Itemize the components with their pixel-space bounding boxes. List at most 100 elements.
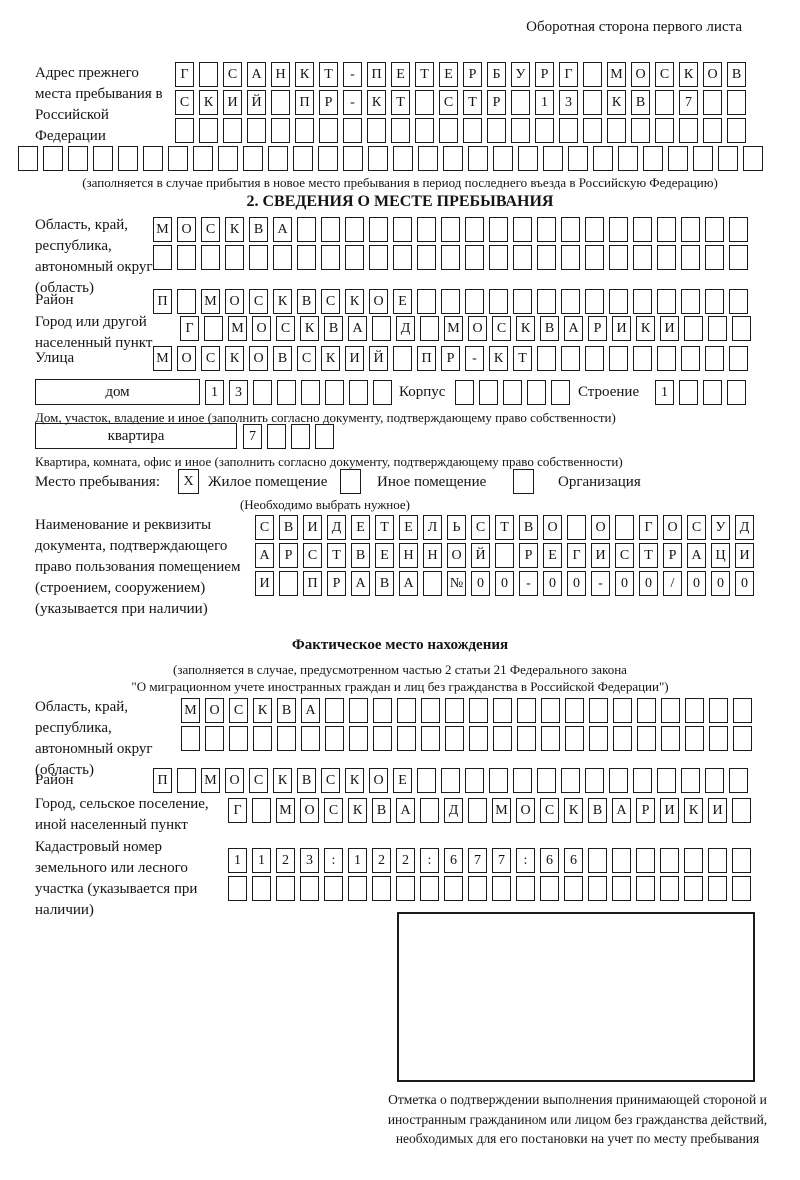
char-cell[interactable]: 0 bbox=[735, 571, 754, 596]
char-cell[interactable]: Д bbox=[396, 316, 415, 341]
char-cell[interactable] bbox=[633, 768, 652, 793]
char-cell[interactable]: Е bbox=[399, 515, 418, 540]
char-cell[interactable] bbox=[397, 698, 416, 723]
char-cell[interactable] bbox=[609, 217, 628, 242]
char-cell[interactable] bbox=[418, 146, 438, 171]
char-cell[interactable]: 3 bbox=[229, 380, 248, 405]
char-cell[interactable]: Т bbox=[391, 90, 410, 115]
char-cell[interactable]: - bbox=[343, 62, 362, 87]
char-cell[interactable] bbox=[228, 876, 247, 901]
char-cell[interactable]: - bbox=[465, 346, 484, 371]
char-cell[interactable] bbox=[489, 245, 508, 270]
char-cell[interactable]: М bbox=[276, 798, 295, 823]
char-cell[interactable]: М bbox=[607, 62, 626, 87]
char-cell[interactable] bbox=[661, 698, 680, 723]
char-cell[interactable] bbox=[181, 726, 200, 751]
char-cell[interactable] bbox=[205, 726, 224, 751]
char-cell[interactable]: Г bbox=[639, 515, 658, 540]
char-cell[interactable] bbox=[253, 726, 272, 751]
char-cell[interactable] bbox=[655, 118, 674, 143]
char-cell[interactable]: О bbox=[225, 768, 244, 793]
char-cell[interactable] bbox=[685, 698, 704, 723]
char-cell[interactable]: А bbox=[564, 316, 583, 341]
char-cell[interactable]: 0 bbox=[687, 571, 706, 596]
char-cell[interactable]: К bbox=[345, 768, 364, 793]
char-cell[interactable]: Р bbox=[663, 543, 682, 568]
char-cell[interactable]: О bbox=[369, 768, 388, 793]
char-cell[interactable] bbox=[218, 146, 238, 171]
char-cell[interactable] bbox=[537, 289, 556, 314]
char-cell[interactable] bbox=[493, 726, 512, 751]
char-cell[interactable] bbox=[537, 245, 556, 270]
char-cell[interactable]: А bbox=[687, 543, 706, 568]
char-cell[interactable]: П bbox=[295, 90, 314, 115]
char-cell[interactable]: О bbox=[591, 515, 610, 540]
char-cell[interactable] bbox=[223, 118, 242, 143]
char-cell[interactable]: 6 bbox=[444, 848, 463, 873]
char-cell[interactable] bbox=[636, 876, 655, 901]
char-cell[interactable] bbox=[551, 380, 570, 405]
char-cell[interactable] bbox=[684, 316, 703, 341]
char-cell[interactable]: Д bbox=[735, 515, 754, 540]
char-cell[interactable]: Д bbox=[327, 515, 346, 540]
char-cell[interactable] bbox=[343, 118, 362, 143]
char-cell[interactable]: К bbox=[253, 698, 272, 723]
char-cell[interactable] bbox=[445, 726, 464, 751]
char-cell[interactable] bbox=[513, 217, 532, 242]
char-cell[interactable] bbox=[657, 217, 676, 242]
char-cell[interactable] bbox=[293, 146, 313, 171]
char-cell[interactable] bbox=[684, 848, 703, 873]
char-cell[interactable]: 6 bbox=[540, 848, 559, 873]
char-cell[interactable] bbox=[561, 289, 580, 314]
char-cell[interactable] bbox=[343, 146, 363, 171]
char-cell[interactable] bbox=[421, 698, 440, 723]
char-cell[interactable] bbox=[349, 726, 368, 751]
char-cell[interactable]: О bbox=[447, 543, 466, 568]
char-cell[interactable]: М bbox=[444, 316, 463, 341]
char-cell[interactable]: Н bbox=[423, 543, 442, 568]
char-cell[interactable]: О bbox=[205, 698, 224, 723]
char-cell[interactable] bbox=[561, 217, 580, 242]
char-cell[interactable] bbox=[468, 876, 487, 901]
char-cell[interactable] bbox=[660, 876, 679, 901]
char-cell[interactable] bbox=[613, 726, 632, 751]
char-cell[interactable]: Г bbox=[567, 543, 586, 568]
char-cell[interactable] bbox=[681, 289, 700, 314]
char-cell[interactable]: Р bbox=[441, 346, 460, 371]
char-cell[interactable]: 3 bbox=[300, 848, 319, 873]
char-cell[interactable] bbox=[585, 245, 604, 270]
char-cell[interactable] bbox=[537, 217, 556, 242]
char-cell[interactable] bbox=[369, 245, 388, 270]
char-cell[interactable] bbox=[565, 698, 584, 723]
char-cell[interactable]: Р bbox=[636, 798, 655, 823]
char-cell[interactable] bbox=[589, 698, 608, 723]
char-cell[interactable]: А bbox=[351, 571, 370, 596]
char-cell[interactable]: О bbox=[177, 217, 196, 242]
char-cell[interactable] bbox=[18, 146, 38, 171]
char-cell[interactable]: А bbox=[399, 571, 418, 596]
char-cell[interactable]: М bbox=[492, 798, 511, 823]
char-cell[interactable] bbox=[615, 515, 634, 540]
char-cell[interactable]: Н bbox=[399, 543, 418, 568]
char-cell[interactable] bbox=[204, 316, 223, 341]
char-cell[interactable] bbox=[143, 146, 163, 171]
char-cell[interactable]: - bbox=[591, 571, 610, 596]
char-cell[interactable] bbox=[681, 245, 700, 270]
char-cell[interactable]: 0 bbox=[471, 571, 490, 596]
char-cell[interactable] bbox=[301, 726, 320, 751]
char-cell[interactable]: М bbox=[228, 316, 247, 341]
char-cell[interactable] bbox=[373, 726, 392, 751]
char-cell[interactable]: П bbox=[153, 289, 172, 314]
char-cell[interactable]: В bbox=[540, 316, 559, 341]
char-cell[interactable] bbox=[708, 316, 727, 341]
char-cell[interactable]: К bbox=[225, 346, 244, 371]
char-cell[interactable] bbox=[277, 726, 296, 751]
char-cell[interactable]: К bbox=[321, 346, 340, 371]
char-cell[interactable]: Т bbox=[415, 62, 434, 87]
char-cell[interactable]: О bbox=[300, 798, 319, 823]
char-cell[interactable]: Е bbox=[393, 289, 412, 314]
char-cell[interactable]: А bbox=[396, 798, 415, 823]
checkbox-organizatsiya[interactable] bbox=[513, 469, 534, 494]
char-cell[interactable] bbox=[589, 726, 608, 751]
char-cell[interactable] bbox=[588, 876, 607, 901]
